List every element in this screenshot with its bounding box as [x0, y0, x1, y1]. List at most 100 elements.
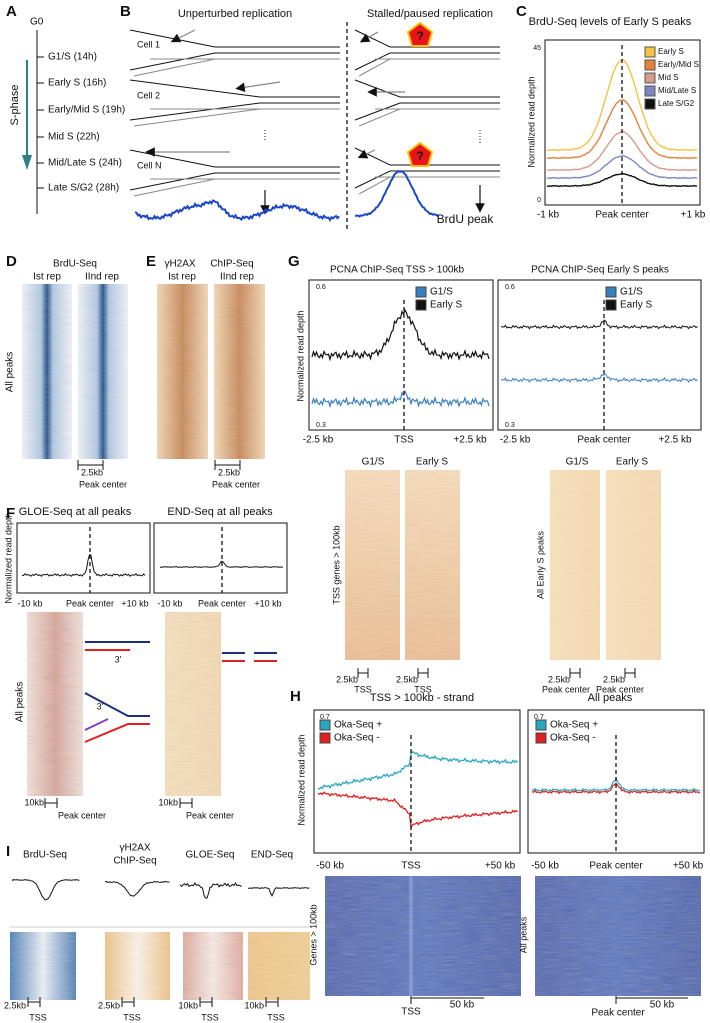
profile-curve	[311, 308, 490, 362]
label: G1/S (14h)	[48, 52, 97, 63]
line	[129, 52, 216, 71]
label: +2.5 kb	[453, 435, 487, 446]
label: GLOE-Seq	[186, 850, 235, 861]
label: Early/Mid S (19h)	[48, 105, 125, 116]
label: 10kb	[158, 797, 178, 807]
legend-swatch	[605, 299, 617, 311]
legend-entry: Early/Mid S	[658, 60, 699, 69]
label: 3'	[97, 701, 104, 711]
profile-curve	[317, 791, 518, 830]
panel-letter: D	[6, 253, 17, 270]
label: 0.7	[320, 714, 330, 721]
legend-swatch	[605, 286, 617, 298]
label: IInd rep	[85, 272, 119, 283]
label: 10kb	[244, 1000, 264, 1010]
label: Peak center	[186, 810, 234, 820]
label: +10 kb	[121, 598, 148, 608]
panel-letter: G	[288, 253, 300, 270]
label: +1 kb	[681, 210, 706, 221]
panel-letter: I	[6, 843, 10, 860]
label: All peaks	[588, 692, 633, 704]
s-phase-arrowhead	[22, 155, 32, 170]
label: TSS	[354, 684, 372, 694]
line	[354, 79, 401, 98]
label: 0.3	[316, 422, 326, 429]
legend-entry: Late S/G2	[658, 99, 695, 108]
profile-curve	[546, 99, 698, 160]
profile-curve	[546, 154, 698, 180]
label: END-Seq	[251, 850, 293, 861]
label: -50 kb	[316, 861, 344, 872]
line	[354, 52, 391, 71]
heatmap-texture	[157, 284, 208, 459]
label: 3'	[115, 654, 122, 664]
profile-curve	[317, 750, 518, 790]
line	[358, 108, 401, 127]
label: All peaks	[518, 916, 528, 953]
panel-letter: A	[6, 3, 17, 20]
legend-swatch	[535, 719, 547, 731]
label: Early S (16h)	[48, 78, 106, 89]
label: Ist rep	[33, 272, 61, 283]
line	[129, 172, 216, 191]
label: 2.5kb	[4, 1000, 26, 1010]
label: γH2AX	[164, 259, 195, 270]
label: All peaks	[5, 352, 16, 393]
label: BrdU peak	[437, 212, 495, 226]
label: 0.6	[505, 284, 515, 291]
label: Genes > 100kb	[308, 904, 318, 965]
label: G0	[30, 17, 44, 28]
heatmap-texture	[550, 470, 600, 660]
line	[358, 58, 391, 77]
label: All peaks	[15, 682, 26, 723]
label: 2.5kb	[548, 674, 570, 684]
line	[133, 108, 261, 127]
label: -1 kb	[537, 210, 560, 221]
label: -2.5 kb	[500, 435, 531, 446]
label: +10 kb	[254, 598, 281, 608]
legend-entry: G1/S	[620, 287, 643, 298]
stall-icon	[406, 141, 434, 167]
line	[133, 58, 216, 77]
legend-swatch	[644, 72, 656, 84]
legend-swatch	[644, 59, 656, 71]
label: 2.5kb	[218, 467, 240, 477]
label: 2.5kb	[98, 1000, 120, 1010]
label: Peak center	[79, 479, 127, 489]
label: TSS	[29, 1012, 47, 1022]
label: TSS genes > 100kb	[331, 525, 341, 604]
label: 2.5kb	[81, 467, 103, 477]
panel-letter: C	[516, 3, 527, 20]
label: S-phase	[9, 85, 21, 126]
label: Peak center	[212, 479, 260, 489]
line	[129, 102, 261, 121]
label: Normalized read depth	[526, 76, 536, 167]
label: Unperturbed replication	[178, 8, 292, 20]
line	[354, 102, 401, 121]
label: ChIP-Seq	[113, 856, 156, 867]
label: G1/S	[566, 457, 589, 468]
plot-frame	[313, 709, 521, 854]
legend-entry: Oka-Seq -	[550, 733, 596, 744]
profile-curve	[159, 560, 284, 569]
panel-letter: B	[120, 3, 131, 20]
label: +2.5 kb	[658, 435, 692, 446]
label: 0	[537, 197, 541, 204]
tss-band	[409, 876, 413, 996]
legend-entry: Mid S	[658, 73, 678, 82]
label: TSS	[401, 1007, 421, 1018]
line	[357, 149, 376, 159]
label: -10 kb	[157, 598, 182, 608]
heatmap-texture	[345, 470, 400, 660]
label: 0.6	[316, 284, 326, 291]
heatmap-texture	[248, 932, 310, 1000]
label: +50 kb	[673, 861, 704, 872]
label: Peak center	[595, 210, 649, 221]
line	[129, 79, 261, 98]
strand	[84, 692, 150, 717]
plot-frame	[527, 709, 705, 854]
line	[170, 29, 196, 43]
label: Ist rep	[168, 272, 196, 283]
profile-curve	[500, 373, 698, 383]
